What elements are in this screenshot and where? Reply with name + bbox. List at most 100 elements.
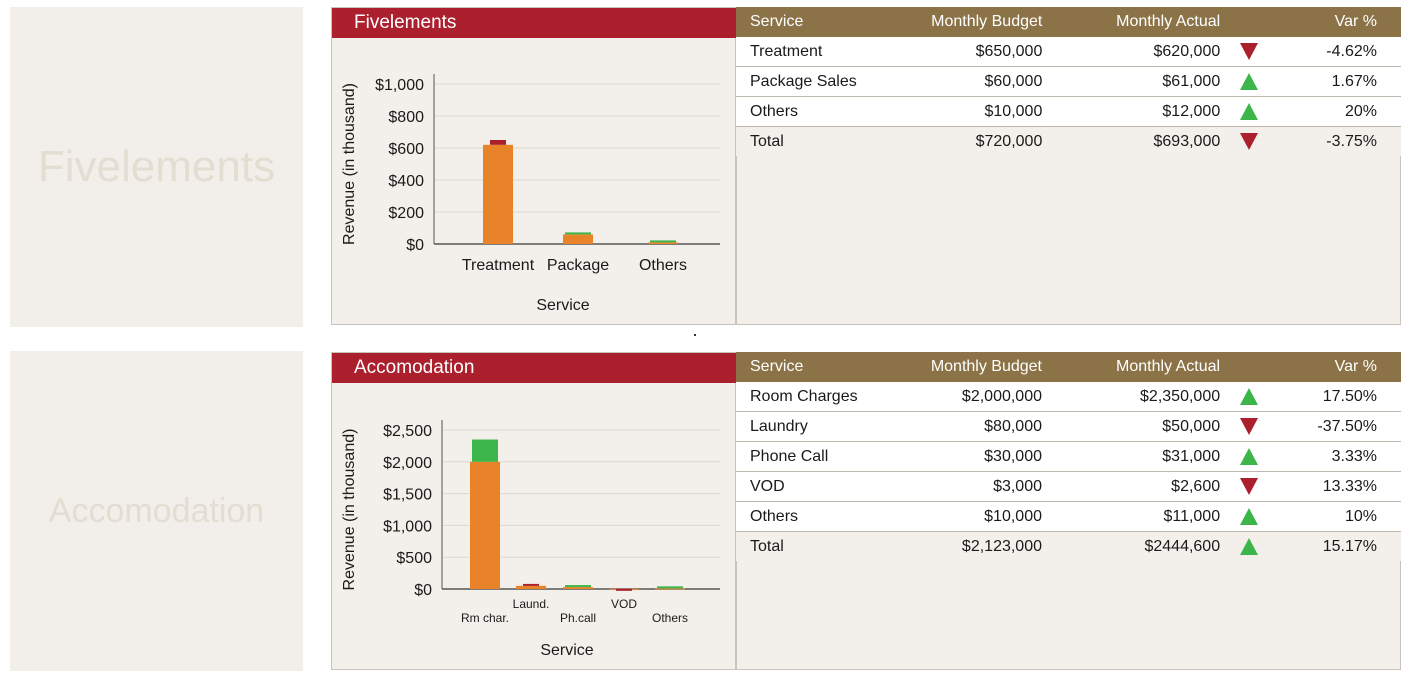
table-row: Others $10,000 $12,000 20% <box>736 96 1401 127</box>
cell-actual: $61,000 <box>1042 66 1221 97</box>
x-tick-label: Treatment <box>462 257 535 274</box>
budget-bar <box>516 585 546 589</box>
budget-bar <box>655 588 685 590</box>
cell-actual: $11,000 <box>1042 501 1221 532</box>
arrow-up-icon <box>1240 447 1259 465</box>
cell-actual: $2,600 <box>1042 471 1221 502</box>
cell-budget: $3,000 <box>896 471 1042 502</box>
revenue-chart-fivelements: $0 $200 $400 $600 $800 $1,000 Treatment Package… <box>341 74 720 314</box>
header-var-percent: Var % <box>1278 7 1401 37</box>
table-row: Phone Call $30,000 $31,000 3.33% <box>736 441 1401 472</box>
x-tick-label: Ph.call <box>560 611 596 625</box>
arrow-down-icon <box>1240 417 1259 435</box>
cell-var: 20% <box>1278 96 1401 127</box>
y-tick-label: $1,000 <box>383 518 432 535</box>
cell-var: 1.67% <box>1278 66 1401 97</box>
variance-increase-bar <box>565 232 591 235</box>
x-tick-label: Laund. <box>513 597 550 611</box>
table-total-row: Total $2,123,000 $2444,600 15.17% <box>736 531 1401 561</box>
budget-bar <box>483 144 513 244</box>
variance-increase-bar <box>565 585 591 588</box>
header-indicator <box>1220 352 1279 382</box>
y-tick-label: $1,500 <box>383 487 432 504</box>
y-tick-label: $0 <box>414 582 432 599</box>
table-header-row: Service Monthly Budget Monthly Actual Va… <box>736 352 1401 382</box>
header-var-percent: Var % <box>1278 352 1401 382</box>
variance-decrease-bar <box>523 583 539 586</box>
cell-service: Others <box>736 96 898 127</box>
cell-budget: $720,000 <box>897 126 1043 156</box>
cell-var: 10% <box>1278 501 1401 532</box>
y-tick-label: $0 <box>406 237 424 254</box>
variance-decrease-bar <box>490 140 506 145</box>
cell-actual: $50,000 <box>1042 411 1221 442</box>
cell-service: Others <box>736 501 897 532</box>
cell-budget: $30,000 <box>896 441 1042 472</box>
arrow-up-icon <box>1240 537 1259 555</box>
chart-title: Fivelements <box>332 8 736 38</box>
variance-increase-bar <box>650 240 676 243</box>
cell-budget: $60,000 <box>897 66 1043 97</box>
header-service: Service <box>736 352 897 382</box>
chart-panel-fivelements: Fivelements $0 $200 $400 $600 $800 $1,000 Trea… <box>331 7 736 325</box>
cell-var: -37.50% <box>1278 411 1401 442</box>
arrow-down-icon <box>1240 132 1259 150</box>
side-label-accomodation: Accomodation <box>10 351 303 671</box>
y-tick-label: $800 <box>388 109 424 126</box>
cell-actual: $12,000 <box>1042 96 1221 127</box>
variance-increase-bar <box>472 439 498 462</box>
table-header-row: Service Monthly Budget Monthly Actual Va… <box>736 7 1401 37</box>
budget-table-accomodation: Service Monthly Budget Monthly Actual Va… <box>736 352 1401 561</box>
header-monthly-budget: Monthly Budget <box>897 7 1043 37</box>
y-tick-label: $1,000 <box>375 77 424 94</box>
header-service: Service <box>736 7 898 37</box>
cell-service: Package Sales <box>736 66 898 97</box>
budget-bar <box>563 587 593 589</box>
x-tick-label: VOD <box>611 597 637 611</box>
cell-service: VOD <box>736 471 897 502</box>
y-tick-label: $200 <box>388 205 424 222</box>
cell-budget: $80,000 <box>896 411 1042 442</box>
cell-service: Room Charges <box>736 382 897 412</box>
x-tick-label: Others <box>652 611 688 625</box>
chart-title: Accomodation <box>332 353 736 383</box>
table-panel-accomodation: Service Monthly Budget Monthly Actual Va… <box>736 352 1401 670</box>
x-tick-label: Rm char. <box>461 611 509 625</box>
cell-service: Total <box>736 126 898 156</box>
header-monthly-actual: Monthly Actual <box>1042 352 1221 382</box>
cell-actual: $693,000 <box>1042 126 1221 156</box>
table-row: Room Charges $2,000,000 $2,350,000 17.50… <box>736 382 1401 412</box>
x-tick-label: Package <box>547 257 609 274</box>
budget-bar <box>648 242 678 244</box>
cell-actual: $2444,600 <box>1042 531 1221 561</box>
cell-actual: $2,350,000 <box>1042 382 1221 412</box>
arrow-up-icon <box>1240 387 1259 405</box>
arrow-down-icon <box>1240 42 1259 60</box>
cell-service: Treatment <box>736 37 898 67</box>
arrow-up-icon <box>1240 102 1259 120</box>
x-axis-label: Service <box>536 297 589 314</box>
header-monthly-budget: Monthly Budget <box>896 352 1042 382</box>
side-label-fivelements: Fivelements <box>10 7 303 327</box>
y-axis-label: Revenue (in thousand) <box>341 429 358 591</box>
y-tick-label: $2,000 <box>383 455 432 472</box>
cell-var: 15.17% <box>1278 531 1401 561</box>
y-tick-label: $2,500 <box>383 423 432 440</box>
cell-actual: $620,000 <box>1042 37 1221 67</box>
budget-table-fivelements: Service Monthly Budget Monthly Actual Va… <box>736 7 1401 156</box>
cell-service: Laundry <box>736 411 897 442</box>
variance-decrease-bar <box>616 588 632 591</box>
cell-service: Total <box>736 531 897 561</box>
budget-bar <box>470 461 500 589</box>
header-indicator <box>1220 7 1279 37</box>
variance-increase-bar <box>657 586 683 589</box>
y-tick-label: $400 <box>388 173 424 190</box>
cell-var: 13.33% <box>1278 471 1401 502</box>
x-tick-label: Others <box>639 257 687 274</box>
table-row: VOD $3,000 $2,600 13.33% <box>736 471 1401 502</box>
chart-panel-accomodation: Accomodation $0 $500 $1,000 $1,500 $2,000 $2,… <box>331 352 736 670</box>
arrow-up-icon <box>1240 72 1259 90</box>
cell-budget: $2,000,000 <box>896 382 1042 412</box>
table-panel-fivelements: Service Monthly Budget Monthly Actual Va… <box>736 7 1401 325</box>
cell-budget: $10,000 <box>897 96 1043 127</box>
